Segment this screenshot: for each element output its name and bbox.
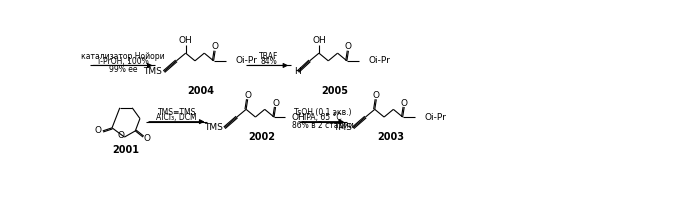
- Text: 2005: 2005: [321, 86, 348, 96]
- Text: Oi-Pr: Oi-Pr: [369, 56, 390, 65]
- Text: O: O: [401, 99, 408, 108]
- Text: TMS: TMS: [204, 123, 223, 132]
- Text: 84%: 84%: [260, 57, 277, 66]
- Text: TMS: TMS: [333, 123, 352, 132]
- Text: H: H: [294, 67, 301, 76]
- Text: O: O: [345, 42, 352, 52]
- Text: 2003: 2003: [377, 132, 403, 142]
- Text: O: O: [244, 91, 251, 100]
- Text: OH: OH: [312, 36, 326, 45]
- Text: O: O: [95, 126, 102, 135]
- Text: 86% в 2 стадии: 86% в 2 стадии: [292, 121, 354, 130]
- Text: O: O: [143, 134, 151, 143]
- Text: O: O: [211, 42, 218, 52]
- Text: i-PrOH, 100%: i-PrOH, 100%: [98, 57, 148, 66]
- Text: OH: OH: [291, 113, 305, 122]
- Text: TMS: TMS: [144, 67, 163, 76]
- Text: 2001: 2001: [112, 145, 140, 155]
- Text: 2004: 2004: [188, 86, 215, 96]
- Text: TMS≡TMS: TMS≡TMS: [158, 108, 196, 117]
- Text: AlCl₃, DCM: AlCl₃, DCM: [156, 113, 197, 122]
- Text: Oi-Pr: Oi-Pr: [235, 56, 257, 65]
- Text: OH: OH: [179, 36, 193, 45]
- Text: O: O: [118, 131, 125, 140]
- Text: IPA, 65 °C: IPA, 65 °C: [304, 113, 341, 122]
- Text: TsOH (0,1 экв.): TsOH (0,1 экв.): [294, 108, 352, 117]
- Text: 99% ee: 99% ee: [109, 65, 137, 74]
- Text: катализатор Нойори: катализатор Нойори: [81, 52, 165, 61]
- Text: 2002: 2002: [248, 132, 275, 142]
- Text: TBAF: TBAF: [259, 52, 279, 61]
- Text: Oi-Pr: Oi-Pr: [424, 113, 446, 122]
- Text: O: O: [373, 91, 380, 100]
- Text: O: O: [272, 99, 279, 108]
